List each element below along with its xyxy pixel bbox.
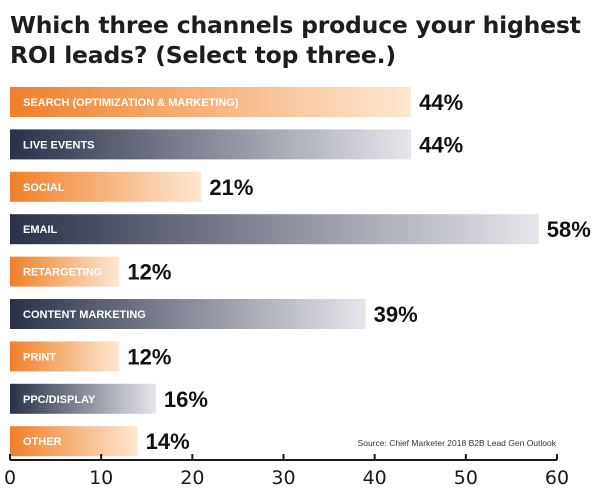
bars-group: SEARCH (OPTIMIZATION & MARKETING) 44% LIVE…	[10, 87, 591, 457]
x-tick-label: 40	[363, 467, 387, 489]
bar-5	[10, 299, 366, 329]
bar-category-label: LIVE EVENTS	[23, 139, 95, 151]
x-axis: 0 10 20 30 40 50 60	[4, 454, 569, 489]
source-note: Source: Chief Marketer 2018 B2B Lead Gen…	[358, 438, 557, 448]
bar-value-label: 58%	[547, 217, 591, 242]
bar-category-label: EMAIL	[23, 224, 58, 236]
bar-category-label: PPC/DISPLAY	[23, 394, 96, 406]
bar-0	[10, 87, 412, 117]
bar-value-label: 12%	[127, 344, 171, 369]
chart-title: Which three channels produce your highes…	[10, 11, 581, 69]
bar-7	[10, 383, 156, 414]
bar-value-label: 44%	[419, 90, 463, 115]
bar-category-label: SEARCH (OPTIMIZATION & MARKETING)	[23, 97, 239, 109]
bar-2	[10, 171, 202, 202]
bar-1	[10, 129, 412, 160]
bar-category-label: PRINT	[23, 351, 56, 363]
bar-value-label: 39%	[374, 302, 418, 327]
bar-6	[10, 341, 120, 372]
bar-4	[10, 256, 120, 287]
x-tick-label: 10	[89, 467, 113, 489]
bar-value-label: 44%	[419, 132, 463, 157]
bar-category-label: SOCIAL	[23, 182, 65, 194]
x-tick-label: 20	[180, 467, 204, 489]
bar-value-label: 14%	[146, 429, 190, 454]
bar-category-label: RETARGETING	[23, 267, 102, 279]
x-tick-label: 0	[4, 467, 16, 489]
bar-value-label: 12%	[127, 260, 171, 285]
x-tick-label: 50	[454, 467, 478, 489]
bar-8	[10, 426, 138, 457]
bar-value-label: 16%	[164, 387, 208, 412]
bar-category-label: OTHER	[23, 436, 62, 448]
x-tick-label: 30	[271, 467, 295, 489]
x-tick-label: 60	[545, 467, 569, 489]
bar-category-label: CONTENT MARKETING	[23, 309, 146, 321]
bar-3	[10, 214, 539, 245]
bar-value-label: 21%	[209, 175, 253, 200]
